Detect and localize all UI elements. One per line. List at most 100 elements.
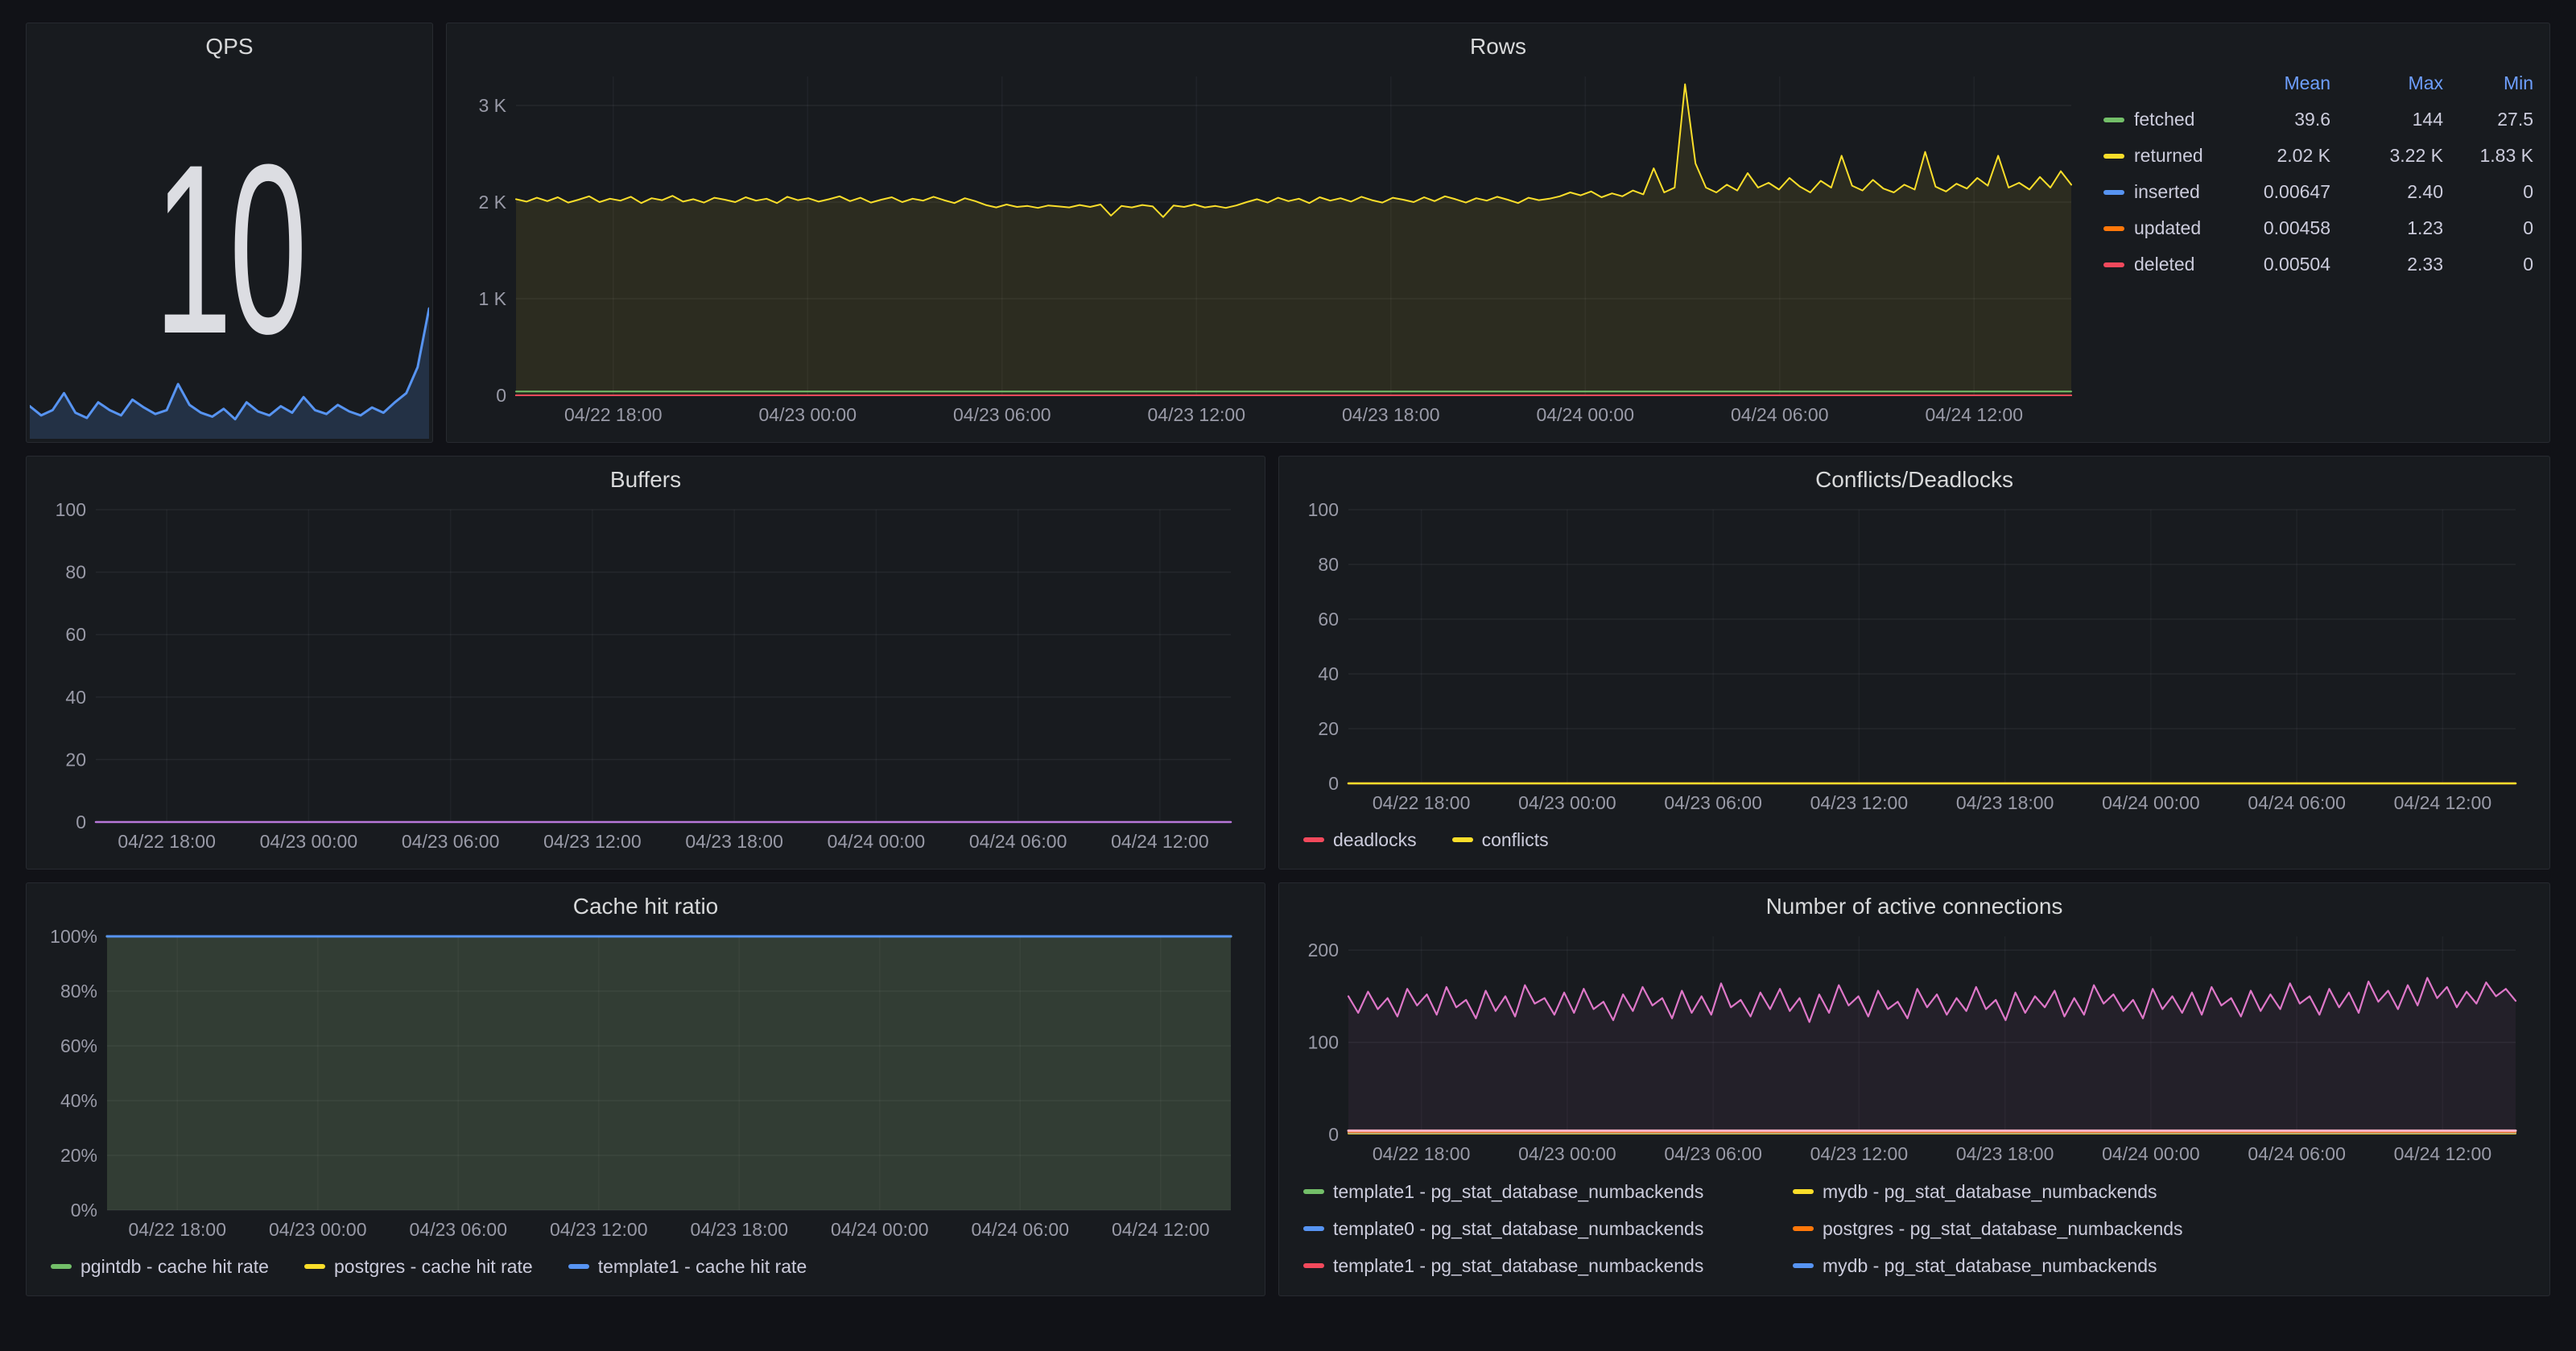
legend-label: conflicts [1481, 828, 1549, 850]
legend-item-pgintdb[interactable]: pgintdb - cache hit rate [51, 1256, 269, 1278]
legend-item-deleted[interactable]: deleted [2103, 254, 2210, 275]
connections-legend: template1 - pg_stat_database_numbackends… [1294, 1170, 2535, 1284]
legend-label: fetched [2134, 109, 2195, 130]
svg-text:04/23 12:00: 04/23 12:00 [550, 1219, 648, 1240]
legend-item-template0-numbackends[interactable]: template0 - pg_stat_database_numbackends [1303, 1218, 1793, 1240]
svg-text:04/23 18:00: 04/23 18:00 [1956, 792, 2054, 813]
legend-label: pgintdb - cache hit rate [80, 1255, 269, 1277]
series-swatch [1303, 1189, 1324, 1194]
series-swatch [1793, 1226, 1814, 1231]
svg-text:80: 80 [1318, 554, 1339, 575]
panel-active-connections: Number of active connections 0 100 200 04/2… [1278, 882, 2550, 1296]
legend-item-conflicts[interactable]: conflicts [1451, 828, 1549, 851]
legend-max-fetched: 144 [2412, 109, 2443, 130]
legend-label: inserted [2134, 181, 2200, 202]
svg-text:04/23 18:00: 04/23 18:00 [690, 1219, 788, 1240]
legend-col-min[interactable]: Min [2503, 72, 2533, 93]
svg-text:100: 100 [1308, 499, 1339, 520]
svg-text:04/24 12:00: 04/24 12:00 [2394, 792, 2492, 813]
legend-col-mean[interactable]: Mean [2284, 72, 2330, 93]
series-swatch-inserted [2103, 189, 2124, 195]
connections-chart[interactable]: 0 100 200 04/22 18:00 04/23 00:00 04/23 06:00… [1294, 925, 2535, 1170]
svg-text:04/23 00:00: 04/23 00:00 [260, 831, 358, 852]
svg-text:04/23 18:00: 04/23 18:00 [1956, 1143, 2054, 1164]
panel-qps: QPS 10 [26, 23, 433, 443]
rows-chart[interactable]: 0 1 K 2 K 3 K 04/22 18:00 04/23 00:00 04/23 06… [461, 65, 2091, 431]
svg-text:04/24 12:00: 04/24 12:00 [1111, 831, 1209, 852]
svg-text:04/24 12:00: 04/24 12:00 [2394, 1143, 2492, 1164]
svg-text:04/23 12:00: 04/23 12:00 [1810, 1143, 1909, 1164]
svg-text:20%: 20% [60, 1145, 97, 1166]
panel-title-rows[interactable]: Rows [1469, 34, 1526, 59]
panel-title-qps[interactable]: QPS [205, 34, 254, 59]
legend-item-postgres-numbackends[interactable]: postgres - pg_stat_database_numbackends [1793, 1218, 2535, 1240]
series-swatch-deleted [2103, 262, 2124, 267]
legend-label: postgres - cache hit rate [333, 1255, 533, 1277]
series-swatch [1303, 1263, 1324, 1268]
svg-text:04/22 18:00: 04/22 18:00 [128, 1219, 226, 1240]
svg-text:04/23 06:00: 04/23 06:00 [1664, 792, 1762, 813]
legend-min-updated: 0 [2523, 217, 2533, 238]
legend-item-template1-numbackends[interactable]: template1 - pg_stat_database_numbackends [1303, 1181, 1793, 1203]
svg-text:1 K: 1 K [478, 288, 506, 309]
legend-max-updated: 1.23 [2407, 217, 2443, 238]
buffers-chart[interactable]: 0 20 40 60 80 100 04/22 18:00 04/23 00:00 04/23 … [41, 498, 1250, 857]
legend-max-inserted: 2.40 [2407, 181, 2443, 202]
legend-item-fetched[interactable]: fetched [2103, 109, 2210, 130]
svg-text:04/23 06:00: 04/23 06:00 [1664, 1143, 1762, 1164]
series-swatch [1303, 1226, 1324, 1231]
legend-label: postgres - pg_stat_database_numbackends [1823, 1217, 2183, 1239]
svg-text:04/23 06:00: 04/23 06:00 [409, 1219, 507, 1240]
svg-text:40: 40 [1318, 663, 1339, 684]
legend-item-returned[interactable]: returned [2103, 145, 2210, 167]
panel-cache-hit-ratio: Cache hit ratio 0% 20% 40% 60% 80% 100% 04/22 … [26, 882, 1265, 1296]
legend-label: template1 - pg_stat_database_numbackends [1333, 1254, 1704, 1276]
svg-text:04/24 06:00: 04/24 06:00 [1731, 404, 1829, 425]
panel-rows: Rows 0 1 K 2 K 3 K 04/22 18:00 04/23 00:00 04/… [446, 23, 2550, 443]
legend-item-inserted[interactable]: inserted [2103, 181, 2210, 203]
cache-chart[interactable]: 0% 20% 40% 60% 80% 100% 04/22 18:00 04/23 00:00… [41, 925, 1250, 1246]
legend-item-mydb-numbackends[interactable]: mydb - pg_stat_database_numbackends [1793, 1181, 2535, 1203]
rows-panel-body: 0 1 K 2 K 3 K 04/22 18:00 04/23 00:00 04/23 06… [461, 65, 2535, 431]
svg-text:04/23 00:00: 04/23 00:00 [269, 1219, 367, 1240]
legend-col-max[interactable]: Max [2408, 72, 2443, 93]
legend-label: mydb - pg_stat_database_numbackends [1823, 1254, 2157, 1276]
svg-text:60%: 60% [60, 1035, 97, 1056]
panel-title-conflicts[interactable]: Conflicts/Deadlocks [1815, 467, 2013, 492]
series-swatch [1793, 1189, 1814, 1194]
svg-text:0: 0 [496, 385, 506, 406]
legend-min-returned: 1.83 K [2479, 145, 2534, 166]
svg-text:04/24 12:00: 04/24 12:00 [1925, 404, 2023, 425]
series-swatch-pgintdb [51, 1264, 72, 1269]
svg-text:04/24 06:00: 04/24 06:00 [2248, 792, 2346, 813]
svg-text:40%: 40% [60, 1090, 97, 1111]
legend-item-mydb-numbackends-2[interactable]: mydb - pg_stat_database_numbackends [1793, 1255, 2535, 1277]
rows-legend-table: Mean Max Min fetched 39.6 144 27.5 retur… [2103, 65, 2533, 283]
panel-title-cache[interactable]: Cache hit ratio [572, 894, 719, 919]
legend-label: template1 - pg_stat_database_numbackends [1333, 1180, 1704, 1202]
svg-text:04/23 00:00: 04/23 00:00 [758, 404, 857, 425]
svg-text:04/24 06:00: 04/24 06:00 [2248, 1143, 2346, 1164]
legend-item-template1-numbackends-2[interactable]: template1 - pg_stat_database_numbackends [1303, 1255, 1793, 1277]
series-swatch-conflicts [1451, 837, 1473, 842]
svg-text:0: 0 [1328, 1124, 1339, 1145]
legend-min-fetched: 27.5 [2497, 109, 2533, 130]
panel-title-buffers[interactable]: Buffers [609, 467, 682, 492]
svg-text:04/23 12:00: 04/23 12:00 [543, 831, 642, 852]
svg-text:04/24 06:00: 04/24 06:00 [971, 1219, 1069, 1240]
legend-item-template1[interactable]: template1 - cache hit rate [568, 1256, 807, 1278]
dashboard-row-1: QPS 10 Rows 0 1 K 2 K 3 K 04/22 18:00 04/23 0… [26, 23, 2550, 443]
panel-title-connections[interactable]: Number of active connections [1765, 894, 2063, 919]
conflicts-chart[interactable]: 0 20 40 60 80 100 04/22 18:00 04/23 00:00 04/23 … [1294, 498, 2535, 819]
legend-item-deadlocks[interactable]: deadlocks [1303, 829, 1417, 851]
series-swatch-template1 [568, 1264, 589, 1269]
legend-item-postgres[interactable]: postgres - cache hit rate [303, 1255, 533, 1278]
legend-item-updated[interactable]: updated [2103, 217, 2210, 239]
legend-label: updated [2134, 217, 2202, 238]
svg-text:04/23 06:00: 04/23 06:00 [402, 831, 500, 852]
svg-text:200: 200 [1308, 940, 1339, 961]
svg-text:0%: 0% [71, 1200, 97, 1221]
qps-sparkline[interactable] [30, 302, 429, 439]
legend-label: template0 - pg_stat_database_numbackends [1333, 1217, 1704, 1239]
svg-text:04/23 18:00: 04/23 18:00 [1342, 404, 1440, 425]
